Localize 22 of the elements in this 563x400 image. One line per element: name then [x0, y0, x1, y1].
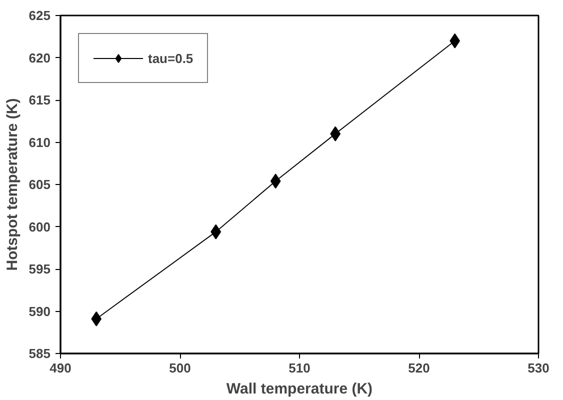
y-axis-title: Hotspot temperature (K) [4, 98, 21, 271]
x-tick-label: 500 [169, 360, 191, 376]
point [270, 174, 281, 189]
point [91, 311, 102, 326]
x-tick-label: 490 [50, 360, 72, 376]
y-tick-label: 615 [28, 92, 51, 108]
y-tick-label: 610 [28, 134, 51, 150]
y-tick-label: 595 [28, 262, 51, 276]
x-tick-label: 530 [528, 360, 550, 376]
point [450, 33, 460, 48]
y-tick-label: 605 [28, 177, 51, 192]
x-tick-label: 510 [288, 360, 310, 376]
y-tick-label: 590 [28, 304, 51, 319]
x-tick-label: 520 [408, 360, 430, 376]
point [210, 224, 222, 240]
y-tick-label: 625 [28, 8, 51, 23]
y-tick-label: 600 [28, 219, 51, 234]
point [330, 126, 341, 142]
y-tick-label: 620 [28, 50, 51, 66]
y-tick-label: 585 [28, 346, 51, 361]
x-axis-title: Wall temperature (K) [226, 380, 373, 398]
legend-label: tau=0.5 [148, 50, 194, 66]
